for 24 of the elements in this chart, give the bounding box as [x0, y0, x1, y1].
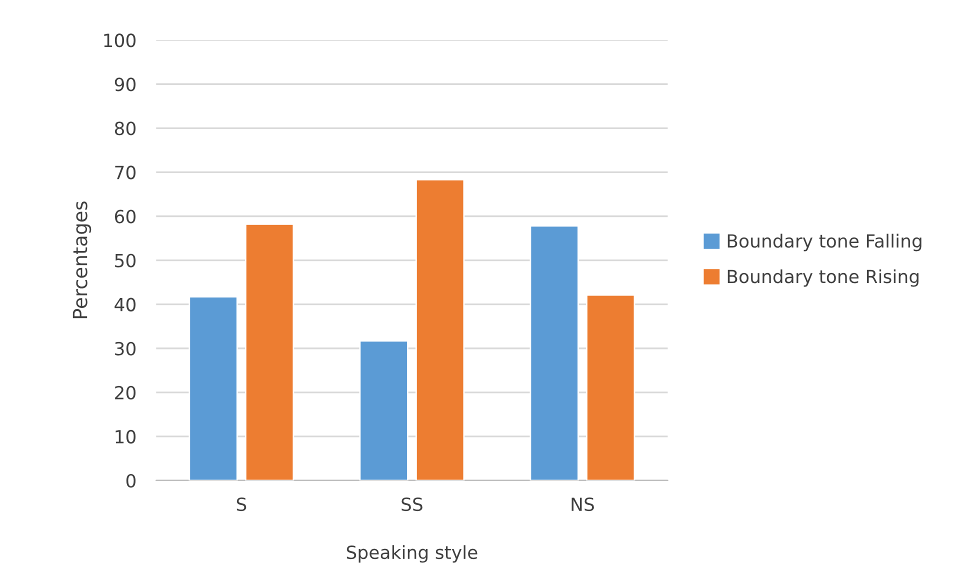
y-tick-label: 60	[114, 210, 136, 224]
x-tick-label: NS	[572, 497, 594, 512]
bar	[359, 340, 408, 480]
bar	[586, 294, 636, 480]
y-axis-title: Percentages	[72, 201, 92, 318]
legend-label: Boundary tone Rising	[728, 269, 918, 287]
y-tick-label: 90	[114, 78, 136, 92]
y-tick-label: 100	[104, 34, 136, 48]
x-tick-label: S	[236, 497, 246, 512]
y-tick-label: 20	[115, 386, 136, 400]
bar	[244, 223, 294, 480]
bar	[188, 296, 238, 480]
y-tick-label: 40	[114, 298, 136, 312]
y-tick-label: 70	[115, 166, 136, 180]
x-axis-title: Speaking style	[346, 545, 478, 563]
bar	[530, 225, 579, 480]
x-tick-label: SS	[402, 497, 422, 512]
y-tick-label: 0	[126, 474, 136, 488]
legend-label: Boundary tone Falling	[728, 234, 922, 252]
y-tick-label: 10	[116, 430, 136, 444]
y-tick-label: 50	[115, 254, 136, 268]
y-tick-label: 80	[114, 122, 136, 136]
bar	[416, 179, 465, 480]
y-tick-label: 30	[115, 342, 136, 356]
